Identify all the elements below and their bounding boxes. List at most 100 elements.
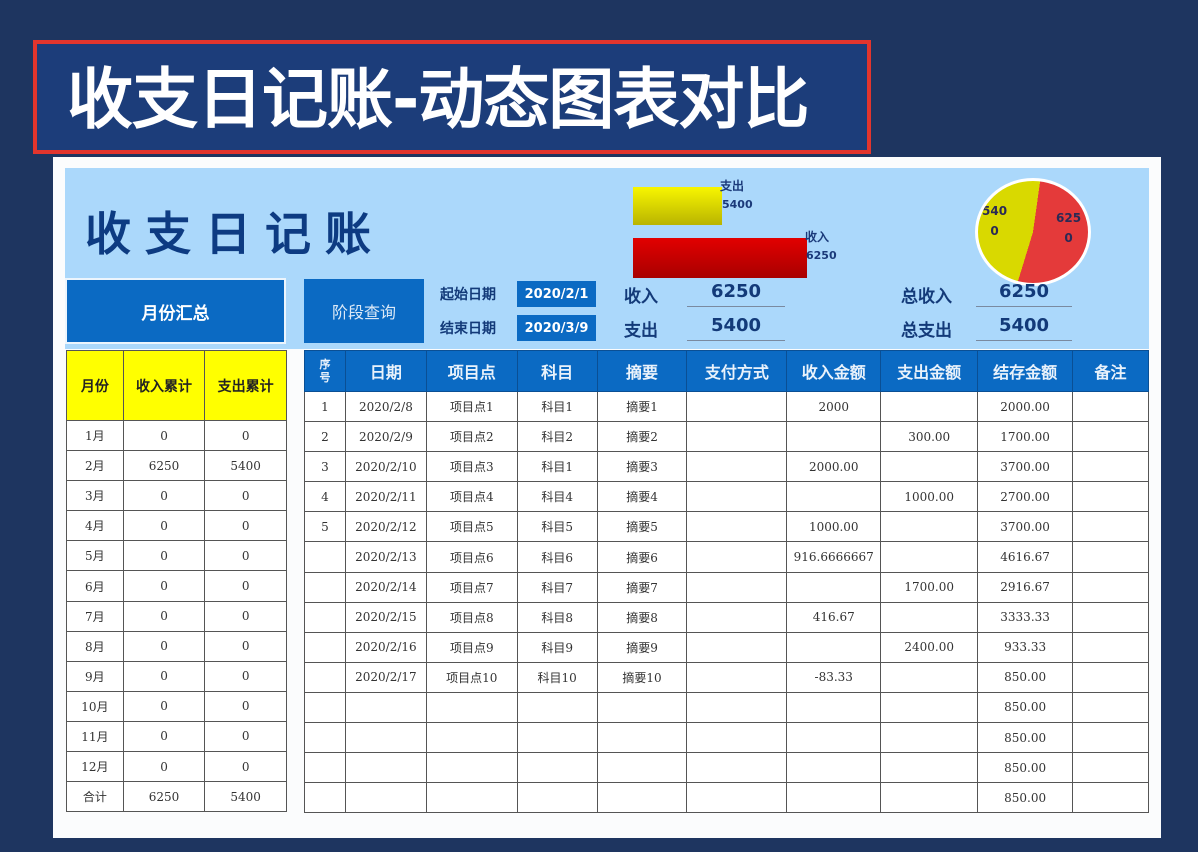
table-cell[interactable]: 合计 <box>66 781 124 813</box>
table-cell[interactable]: 2020/2/16 <box>344 631 427 663</box>
table-cell[interactable]: 项目点4 <box>425 481 518 513</box>
table-cell[interactable] <box>304 661 346 693</box>
table-cell[interactable]: 6月 <box>66 570 124 602</box>
table-cell[interactable] <box>596 722 688 754</box>
month-summary-button[interactable]: 月份汇总 <box>65 278 286 344</box>
table-cell[interactable] <box>686 631 788 663</box>
table-cell[interactable] <box>686 722 788 754</box>
table-cell[interactable]: 0 <box>204 751 287 783</box>
table-cell[interactable]: 1700.00 <box>880 571 979 603</box>
table-cell[interactable]: 2020/2/14 <box>344 571 427 603</box>
table-cell[interactable]: 0 <box>204 480 287 512</box>
table-cell[interactable]: 0 <box>122 540 206 572</box>
table-cell[interactable] <box>596 752 688 784</box>
table-cell[interactable] <box>686 511 788 543</box>
table-cell[interactable]: 2020/2/15 <box>344 601 427 633</box>
table-cell[interactable] <box>1072 511 1149 543</box>
table-cell[interactable] <box>1072 390 1149 423</box>
table-cell[interactable] <box>516 722 598 754</box>
table-cell[interactable]: 850.00 <box>977 782 1074 814</box>
table-cell[interactable] <box>1072 752 1149 784</box>
table-cell[interactable] <box>686 752 788 784</box>
table-cell[interactable]: 4616.67 <box>977 541 1074 573</box>
table-cell[interactable]: 1000.00 <box>786 511 882 543</box>
table-cell[interactable]: 科目1 <box>516 390 598 423</box>
table-cell[interactable]: 850.00 <box>977 752 1074 784</box>
table-cell[interactable] <box>516 782 598 814</box>
table-cell[interactable] <box>880 722 979 754</box>
table-cell[interactable] <box>304 752 346 784</box>
table-cell[interactable]: 0 <box>204 419 287 452</box>
table-cell[interactable]: 1月 <box>66 419 124 452</box>
table-cell[interactable]: 2020/2/13 <box>344 541 427 573</box>
table-cell[interactable]: 2400.00 <box>880 631 979 663</box>
table-cell[interactable] <box>786 722 882 754</box>
table-cell[interactable]: 2月 <box>66 450 124 482</box>
table-cell[interactable] <box>1072 722 1149 754</box>
table-cell[interactable]: 5 <box>304 511 346 543</box>
table-cell[interactable]: 416.67 <box>786 601 882 633</box>
table-cell[interactable]: 0 <box>122 480 206 512</box>
table-cell[interactable]: 摘要5 <box>596 511 688 543</box>
table-cell[interactable]: 0 <box>204 510 287 542</box>
table-cell[interactable]: 3 <box>304 451 346 483</box>
table-cell[interactable]: 10月 <box>66 690 124 722</box>
table-cell[interactable]: 0 <box>122 751 206 783</box>
table-cell[interactable]: 2020/2/17 <box>344 661 427 693</box>
table-cell[interactable] <box>1072 571 1149 603</box>
table-cell[interactable] <box>1072 601 1149 633</box>
table-cell[interactable] <box>686 451 788 483</box>
table-cell[interactable]: 2020/2/9 <box>344 421 427 453</box>
table-cell[interactable]: 4 <box>304 481 346 513</box>
table-cell[interactable] <box>425 782 518 814</box>
table-cell[interactable]: 0 <box>122 690 206 722</box>
table-cell[interactable]: 项目点3 <box>425 451 518 483</box>
table-cell[interactable] <box>880 511 979 543</box>
table-cell[interactable]: 0 <box>204 690 287 722</box>
table-cell[interactable]: 2020/2/8 <box>344 390 427 423</box>
table-cell[interactable]: 5月 <box>66 540 124 572</box>
table-cell[interactable] <box>686 421 788 453</box>
table-cell[interactable] <box>1072 661 1149 693</box>
table-cell[interactable]: 2020/2/12 <box>344 511 427 543</box>
table-cell[interactable]: 6250 <box>122 781 206 813</box>
table-cell[interactable]: 0 <box>122 720 206 753</box>
table-cell[interactable]: 2916.67 <box>977 571 1074 603</box>
table-cell[interactable] <box>596 782 688 814</box>
table-cell[interactable] <box>686 782 788 814</box>
table-cell[interactable] <box>344 722 427 754</box>
table-cell[interactable]: 项目点8 <box>425 601 518 633</box>
table-cell[interactable]: 300.00 <box>880 421 979 453</box>
table-cell[interactable]: 2700.00 <box>977 481 1074 513</box>
table-cell[interactable] <box>786 782 882 814</box>
table-cell[interactable] <box>425 752 518 784</box>
table-cell[interactable] <box>786 691 882 724</box>
table-cell[interactable] <box>304 722 346 754</box>
table-cell[interactable]: 3700.00 <box>977 451 1074 483</box>
table-cell[interactable]: 5400 <box>204 450 287 482</box>
table-cell[interactable]: 850.00 <box>977 691 1074 724</box>
table-cell[interactable] <box>686 481 788 513</box>
table-cell[interactable]: 0 <box>204 630 287 662</box>
table-cell[interactable]: 科目2 <box>516 421 598 453</box>
table-cell[interactable] <box>786 752 882 784</box>
table-cell[interactable]: 0 <box>122 510 206 542</box>
table-cell[interactable] <box>786 631 882 663</box>
table-cell[interactable]: 项目点1 <box>425 390 518 423</box>
table-cell[interactable] <box>516 691 598 724</box>
table-cell[interactable]: 摘要4 <box>596 481 688 513</box>
table-cell[interactable] <box>880 451 979 483</box>
table-cell[interactable]: 科目8 <box>516 601 598 633</box>
table-cell[interactable] <box>425 722 518 754</box>
table-cell[interactable] <box>596 691 688 724</box>
table-cell[interactable]: 摘要6 <box>596 541 688 573</box>
table-cell[interactable] <box>425 691 518 724</box>
table-cell[interactable] <box>786 481 882 513</box>
table-cell[interactable]: 0 <box>204 600 287 632</box>
table-cell[interactable]: 7月 <box>66 600 124 632</box>
table-cell[interactable]: 2000.00 <box>786 451 882 483</box>
table-cell[interactable]: 933.33 <box>977 631 1074 663</box>
table-cell[interactable]: 850.00 <box>977 722 1074 754</box>
table-cell[interactable]: 0 <box>204 720 287 753</box>
table-cell[interactable]: 3月 <box>66 480 124 512</box>
